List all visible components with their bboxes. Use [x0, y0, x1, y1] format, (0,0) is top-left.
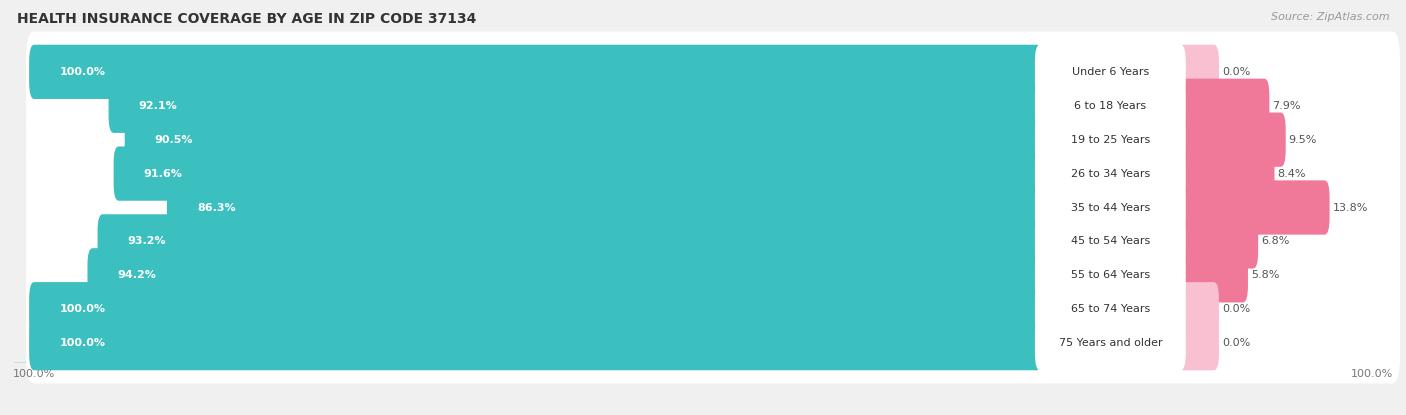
FancyBboxPatch shape	[1035, 214, 1185, 269]
FancyBboxPatch shape	[125, 112, 1042, 167]
Text: Source: ZipAtlas.com: Source: ZipAtlas.com	[1271, 12, 1389, 22]
Text: 5.8%: 5.8%	[1251, 270, 1279, 280]
FancyBboxPatch shape	[27, 167, 1400, 248]
Text: 91.6%: 91.6%	[143, 168, 183, 178]
FancyBboxPatch shape	[30, 316, 1042, 370]
Text: 6 to 18 Years: 6 to 18 Years	[1074, 101, 1146, 111]
Text: 0.0%: 0.0%	[1222, 304, 1250, 314]
Text: Under 6 Years: Under 6 Years	[1071, 67, 1149, 77]
FancyBboxPatch shape	[1178, 146, 1274, 201]
Text: 100.0%: 100.0%	[59, 338, 105, 348]
FancyBboxPatch shape	[97, 214, 1042, 269]
FancyBboxPatch shape	[1178, 112, 1285, 167]
FancyBboxPatch shape	[27, 66, 1400, 146]
Text: 35 to 44 Years: 35 to 44 Years	[1071, 203, 1150, 212]
Text: 7.9%: 7.9%	[1272, 101, 1301, 111]
FancyBboxPatch shape	[1035, 78, 1185, 133]
FancyBboxPatch shape	[27, 235, 1400, 316]
FancyBboxPatch shape	[87, 248, 1042, 303]
FancyBboxPatch shape	[1178, 45, 1219, 99]
Text: 13.8%: 13.8%	[1333, 203, 1368, 212]
FancyBboxPatch shape	[1178, 78, 1270, 133]
Text: 94.2%: 94.2%	[118, 270, 156, 280]
Text: 90.5%: 90.5%	[155, 135, 194, 145]
FancyBboxPatch shape	[1035, 146, 1185, 201]
Text: 0.0%: 0.0%	[1222, 338, 1250, 348]
Text: 93.2%: 93.2%	[128, 237, 166, 247]
Text: 19 to 25 Years: 19 to 25 Years	[1071, 135, 1150, 145]
FancyBboxPatch shape	[27, 303, 1400, 383]
FancyBboxPatch shape	[1035, 45, 1185, 99]
FancyBboxPatch shape	[1178, 214, 1258, 269]
Text: 45 to 54 Years: 45 to 54 Years	[1071, 237, 1150, 247]
Text: 9.5%: 9.5%	[1289, 135, 1317, 145]
FancyBboxPatch shape	[30, 282, 1042, 337]
FancyBboxPatch shape	[27, 133, 1400, 214]
Text: 8.4%: 8.4%	[1278, 168, 1306, 178]
FancyBboxPatch shape	[1178, 316, 1219, 370]
FancyBboxPatch shape	[1178, 282, 1219, 337]
Text: 65 to 74 Years: 65 to 74 Years	[1071, 304, 1150, 314]
FancyBboxPatch shape	[27, 201, 1400, 282]
FancyBboxPatch shape	[1178, 181, 1330, 234]
Text: 75 Years and older: 75 Years and older	[1059, 338, 1163, 348]
Text: 26 to 34 Years: 26 to 34 Years	[1071, 168, 1150, 178]
FancyBboxPatch shape	[1035, 316, 1185, 370]
FancyBboxPatch shape	[27, 99, 1400, 180]
FancyBboxPatch shape	[108, 78, 1042, 133]
Text: 100.0%: 100.0%	[59, 67, 105, 77]
Text: 6.8%: 6.8%	[1261, 237, 1289, 247]
Text: 86.3%: 86.3%	[197, 203, 236, 212]
FancyBboxPatch shape	[27, 32, 1400, 112]
FancyBboxPatch shape	[1178, 248, 1249, 303]
Text: 0.0%: 0.0%	[1222, 67, 1250, 77]
FancyBboxPatch shape	[167, 181, 1042, 234]
FancyBboxPatch shape	[1035, 282, 1185, 337]
FancyBboxPatch shape	[114, 146, 1042, 201]
Text: 55 to 64 Years: 55 to 64 Years	[1071, 270, 1150, 280]
Text: HEALTH INSURANCE COVERAGE BY AGE IN ZIP CODE 37134: HEALTH INSURANCE COVERAGE BY AGE IN ZIP …	[17, 12, 477, 27]
FancyBboxPatch shape	[30, 45, 1042, 99]
FancyBboxPatch shape	[27, 269, 1400, 349]
FancyBboxPatch shape	[1035, 112, 1185, 167]
FancyBboxPatch shape	[1035, 181, 1185, 234]
Text: 100.0%: 100.0%	[59, 304, 105, 314]
Text: 92.1%: 92.1%	[139, 101, 177, 111]
FancyBboxPatch shape	[1035, 248, 1185, 303]
